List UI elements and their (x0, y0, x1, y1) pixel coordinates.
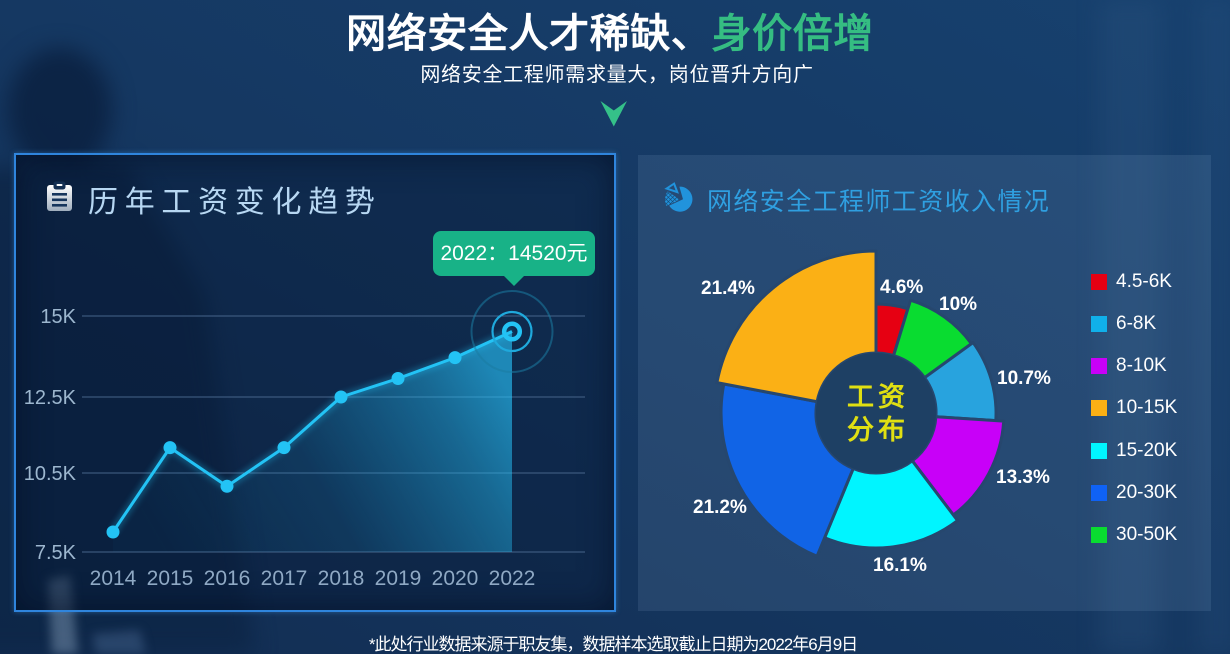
svg-text:2020: 2020 (432, 567, 479, 590)
svg-text:2014: 2014 (90, 567, 137, 590)
svg-text:15K: 15K (40, 306, 76, 328)
svg-text:2016: 2016 (204, 567, 251, 590)
svg-text:2017: 2017 (261, 567, 308, 590)
svg-text:2022: 2022 (489, 567, 536, 590)
svg-text:2015: 2015 (147, 567, 194, 590)
svg-text:2018: 2018 (318, 567, 365, 590)
svg-text:10.5K: 10.5K (24, 463, 77, 485)
svg-text:7.5K: 7.5K (35, 542, 77, 564)
svg-text:2019: 2019 (375, 567, 422, 590)
svg-text:12.5K: 12.5K (24, 387, 77, 409)
